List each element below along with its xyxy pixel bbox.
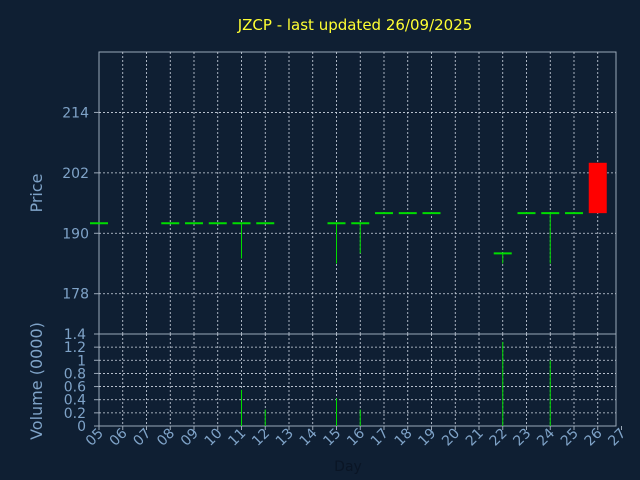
price-tick-label: 190 bbox=[62, 226, 89, 242]
volume-axis-label: Volume (0000) bbox=[27, 322, 46, 440]
x-tick-label: 27 bbox=[605, 426, 629, 450]
x-tick-label: 10 bbox=[202, 426, 226, 450]
volume-bars bbox=[241, 341, 551, 426]
volume-tick-label: 1.4 bbox=[64, 327, 86, 343]
x-tick-label: 16 bbox=[344, 425, 368, 449]
x-tick-label: 22 bbox=[487, 426, 511, 450]
volume-tick-label: 1 bbox=[77, 353, 86, 369]
volume-plot-frame bbox=[98, 333, 617, 427]
candles bbox=[90, 162, 607, 264]
volume-tick-label: 0.4 bbox=[64, 393, 86, 409]
x-tick-label: 05 bbox=[83, 426, 107, 450]
x-tick-label: 18 bbox=[392, 426, 416, 450]
volume-panel: 00.20.40.60.811.21.4 Volume (0000) bbox=[27, 322, 617, 440]
x-ticks: 05 06 07 08 09 10 11 12 13 14 15 16 17 18 19 20 21 22 23 24… bbox=[83, 425, 629, 449]
chart-title: JZCP - last updated 26/09/2025 bbox=[237, 16, 473, 34]
volume-tick-label: 0 bbox=[77, 419, 86, 435]
x-tick-label: 24 bbox=[534, 425, 558, 449]
x-tick-label: 25 bbox=[558, 426, 582, 450]
price-tick-label: 178 bbox=[62, 287, 89, 303]
price-plot-frame bbox=[98, 51, 617, 335]
volume-tick-label: 0.8 bbox=[64, 366, 86, 382]
x-tick-label: 09 bbox=[178, 426, 202, 450]
volume-tick-label: 1.2 bbox=[64, 340, 86, 356]
price-tick-label: 214 bbox=[62, 105, 89, 121]
candle-11 bbox=[232, 222, 251, 259]
candle-15 bbox=[327, 222, 346, 264]
x-axis-label: Day bbox=[334, 459, 362, 475]
candle-16 bbox=[351, 222, 370, 254]
x-tick-label: 17 bbox=[368, 426, 392, 450]
x-tick-label: 20 bbox=[439, 426, 463, 450]
x-tick-label: 19 bbox=[415, 426, 439, 450]
candle-26 bbox=[588, 162, 607, 214]
x-tick-label: 11 bbox=[225, 426, 249, 450]
volume-y-ticks: 00.20.40.60.811.21.4 bbox=[64, 327, 99, 435]
x-tick-label: 23 bbox=[510, 426, 534, 450]
price-axis-label: Price bbox=[27, 173, 46, 212]
x-tick-label: 26 bbox=[582, 425, 606, 449]
x-tick-label: 07 bbox=[130, 426, 154, 450]
x-tick-label: 21 bbox=[463, 426, 487, 450]
price-tick-label: 202 bbox=[62, 166, 89, 182]
x-tick-label: 15 bbox=[320, 426, 344, 450]
x-tick-label: 08 bbox=[154, 426, 178, 450]
price-panel: 178 190 202 214 Price bbox=[27, 51, 617, 335]
x-tick-label: 06 bbox=[107, 425, 131, 449]
price-y-ticks: 178 190 202 214 bbox=[62, 105, 99, 303]
volume-grid bbox=[99, 334, 616, 426]
price-grid bbox=[99, 52, 616, 334]
volume-tick-label: 0.2 bbox=[64, 406, 86, 422]
candle-22 bbox=[493, 252, 512, 264]
volume-tick-label: 0.6 bbox=[64, 380, 86, 396]
candle-body bbox=[588, 162, 607, 214]
x-tick-label: 14 bbox=[297, 425, 321, 449]
x-tick-label: 13 bbox=[273, 426, 297, 450]
x-tick-label: 12 bbox=[249, 426, 273, 450]
candle-24 bbox=[541, 212, 560, 264]
